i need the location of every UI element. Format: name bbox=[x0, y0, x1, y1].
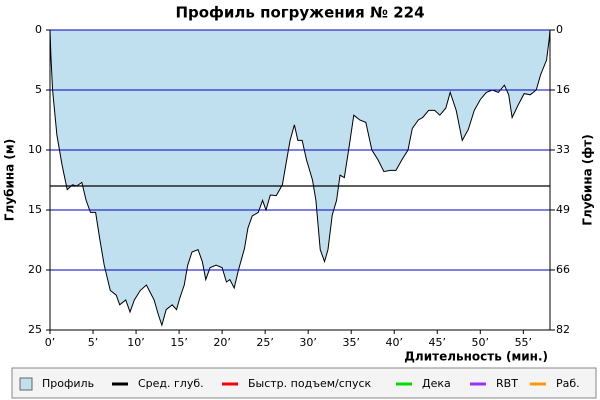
profile-line bbox=[49, 29, 551, 327]
x-tick-label: 15’ bbox=[170, 336, 188, 349]
y2-axis-label: Глубина (фт) bbox=[581, 134, 595, 225]
y-tick-label: 20 bbox=[28, 263, 42, 276]
legend-swatch bbox=[19, 377, 33, 391]
legend-label: RBT bbox=[496, 377, 518, 390]
legend-label: Профиль bbox=[42, 377, 94, 390]
y-tick-label: 10 bbox=[28, 143, 42, 156]
y2-tick-label: 16 bbox=[556, 83, 570, 96]
y-tick-label: 0 bbox=[35, 23, 42, 36]
profile-area bbox=[50, 30, 550, 326]
y-tick-label: 5 bbox=[35, 83, 42, 96]
legend-label: Сред. глуб. bbox=[138, 377, 204, 390]
x-tick-label: 30’ bbox=[299, 336, 317, 349]
legend-label: Быстр. подъем/спуск bbox=[248, 377, 372, 390]
y2-tick-label: 33 bbox=[556, 143, 570, 156]
x-tick-label: 50’ bbox=[472, 336, 490, 349]
chart-title: Профиль погружения № 224 bbox=[175, 4, 424, 22]
y2-tick-label: 0 bbox=[556, 23, 563, 36]
y2-tick-label: 49 bbox=[556, 203, 570, 216]
x-tick-label: 20’ bbox=[213, 336, 231, 349]
y-axis-label: Глубина (м) bbox=[3, 139, 17, 221]
y-tick-label: 15 bbox=[28, 203, 42, 216]
x-tick-label: 25’ bbox=[256, 336, 274, 349]
x-tick-label: 5’ bbox=[88, 336, 99, 349]
x-tick-label: 55’ bbox=[515, 336, 533, 349]
x-tick-label: 40’ bbox=[385, 336, 403, 349]
legend-label: Дека bbox=[422, 377, 451, 390]
x-tick-label: 35’ bbox=[342, 336, 360, 349]
x-tick-label: 10’ bbox=[127, 336, 145, 349]
y2-tick-label: 82 bbox=[556, 323, 570, 336]
x-tick-label: 0’ bbox=[45, 336, 56, 349]
legend-box bbox=[11, 367, 597, 399]
y2-tick-label: 66 bbox=[556, 263, 570, 276]
x-tick-label: 45’ bbox=[429, 336, 447, 349]
y-tick-label: 25 bbox=[28, 323, 42, 336]
legend-label: Раб. bbox=[556, 377, 580, 390]
x-axis-label: Длительность (мин.) bbox=[404, 350, 548, 364]
